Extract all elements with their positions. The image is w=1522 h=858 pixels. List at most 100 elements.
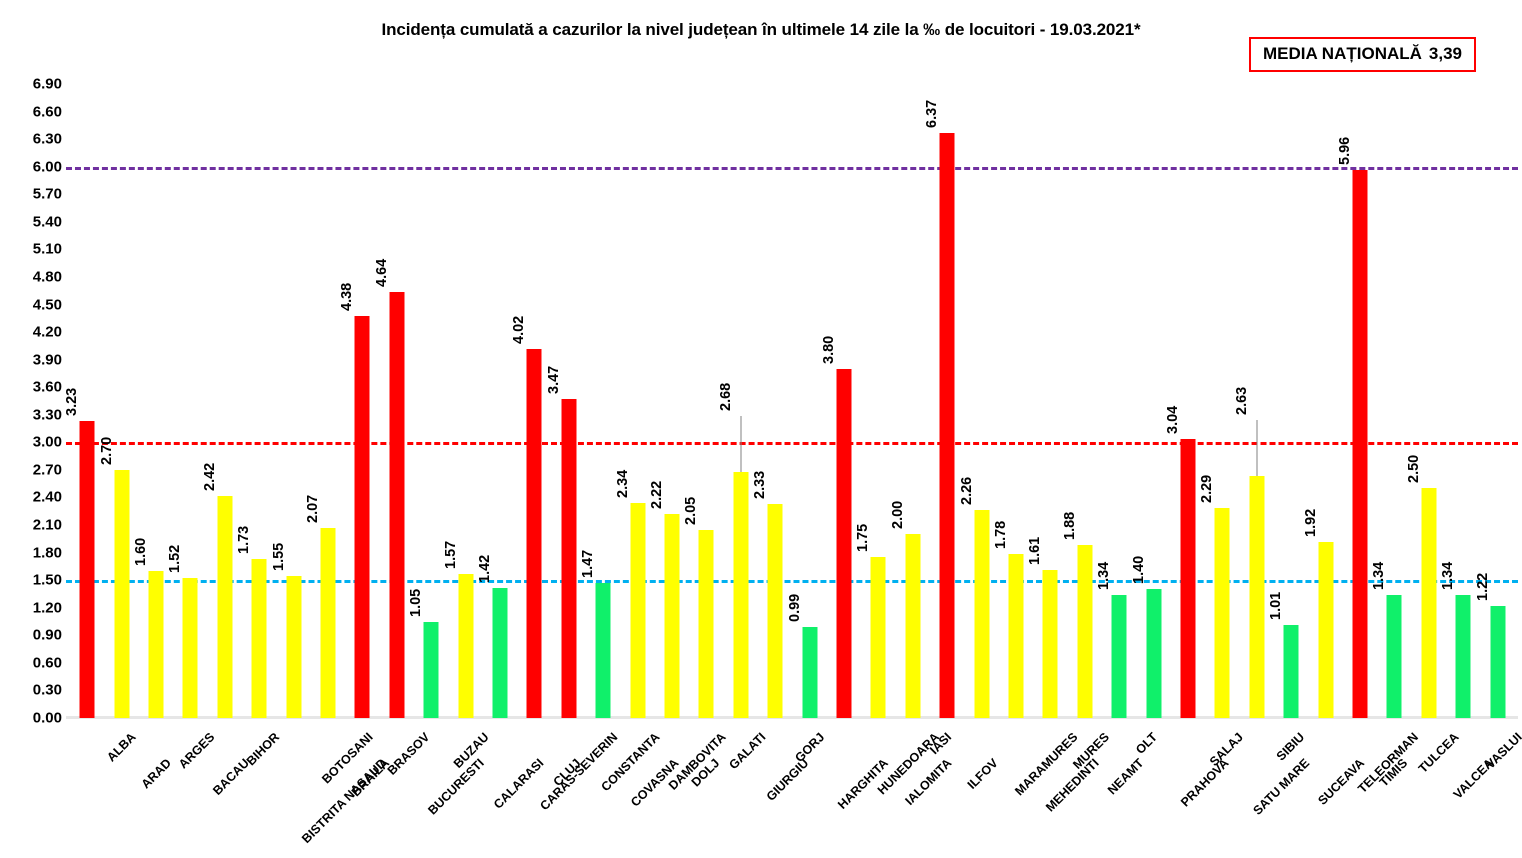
y-axis-tick: 2.70: [32, 461, 62, 479]
y-axis-tick: 5.10: [32, 240, 62, 258]
bar-slot: 1.92: [1303, 84, 1342, 718]
x-axis-label-arad: ARAD: [138, 756, 175, 792]
bar-suceava[interactable]: [1283, 625, 1299, 718]
bar-value-label: 1.34: [1440, 561, 1457, 590]
bar-hunedoara[interactable]: [836, 368, 852, 718]
value-leader-line: [740, 415, 742, 472]
bar-value-label: 6.37: [924, 99, 941, 128]
bar-harghita[interactable]: [802, 627, 818, 718]
bar-value-label: 1.75: [855, 523, 872, 553]
bar-gorj[interactable]: [767, 503, 783, 718]
bar-bacau[interactable]: [182, 578, 198, 718]
y-axis-tick: 5.40: [32, 213, 62, 231]
bar-neamt[interactable]: [1077, 545, 1093, 718]
bar-valcea[interactable]: [1421, 488, 1437, 718]
bar-satu-mare[interactable]: [1214, 507, 1230, 718]
bar-ialomita[interactable]: [870, 557, 886, 718]
y-axis-tick: 4.50: [32, 296, 62, 314]
bar-slot: 1.34: [1371, 84, 1411, 718]
bar-slot: 2.05: [683, 84, 723, 718]
bar-dambovita[interactable]: [630, 503, 646, 718]
bar-slot: 1.01: [1268, 84, 1308, 718]
x-axis-label-alba: ALBA: [104, 730, 139, 765]
bar-value-label: 4.64: [373, 258, 390, 287]
bar-value-label: 1.34: [1096, 561, 1113, 590]
bar-teleorman[interactable]: [1318, 541, 1334, 718]
page-title: Incidența cumulată a cazurilor la nivel …: [381, 20, 1141, 39]
bar-dolj[interactable]: [664, 514, 680, 718]
bar-value-label: 1.55: [270, 542, 287, 571]
plot-area: 3.23 2.70 1.60 1.52 2.42 1.73 1.55 2.07 4.38 4.64…: [64, 84, 1518, 718]
bar-value-label: 2.29: [1199, 474, 1216, 503]
bar-value-label: 1.52: [167, 545, 184, 574]
bar-slot: 2.33: [752, 84, 792, 718]
y-axis-tick: 0.90: [32, 626, 62, 644]
threshold-6-line: [66, 166, 1518, 170]
bar-covasna[interactable]: [595, 582, 611, 718]
bar-maramures[interactable]: [974, 510, 990, 718]
bar-value-label: 3.23: [64, 387, 81, 417]
bar-slot: 2.00: [890, 84, 930, 718]
bar-value-label: 2.42: [201, 462, 218, 491]
bar-slot: 2.26: [959, 84, 998, 718]
bar-slot: 1.52: [167, 84, 207, 718]
bar-olt[interactable]: [1111, 594, 1127, 718]
bar-value-label: 2.70: [98, 436, 115, 465]
bar-timis[interactable]: [1352, 170, 1368, 718]
national-average-badge: MEDIA NAȚIONALĂ 3,39: [1248, 37, 1476, 72]
bar-slot: 2.50: [1406, 84, 1446, 718]
bar-value-label: 1.47: [580, 549, 597, 578]
bar-value-label: 1.88: [1061, 512, 1078, 541]
bar-brasov[interactable]: [354, 315, 370, 718]
bar-galati[interactable]: [698, 529, 714, 718]
bar-tulcea[interactable]: [1386, 594, 1402, 718]
y-axis-tick: 1.80: [32, 544, 62, 562]
bar-value-label: 1.61: [1027, 536, 1044, 566]
bar-value-label: 2.05: [683, 496, 700, 525]
bar-mures[interactable]: [1042, 570, 1058, 718]
bar-slot: 1.22: [1475, 84, 1514, 718]
bar-arges[interactable]: [148, 571, 164, 718]
bar-constanta[interactable]: [561, 399, 577, 718]
bar-slot: 1.78: [993, 84, 1033, 718]
bar-value-label: 3.47: [545, 365, 562, 395]
bar-sibiu[interactable]: [1249, 476, 1265, 718]
bar-ilfov[interactable]: [939, 132, 955, 718]
bar-slot: 1.61: [1027, 84, 1067, 718]
x-axis-label-olt: OLT: [1133, 730, 1160, 757]
bar-calarasi[interactable]: [458, 573, 474, 718]
bar-salaj[interactable]: [1180, 438, 1196, 718]
bar-slot: 2.42: [202, 84, 242, 718]
bar-alba[interactable]: [79, 421, 95, 718]
bar-braila[interactable]: [320, 527, 336, 718]
bar-value-label: 2.00: [889, 501, 906, 530]
bar-slot: 4.02: [511, 84, 551, 718]
bar-vaslui[interactable]: [1455, 594, 1471, 718]
bar-cluj[interactable]: [526, 348, 542, 718]
bar-value-label: 2.22: [648, 480, 665, 510]
bar-value-label: 1.01: [1268, 591, 1285, 621]
bar-iasi[interactable]: [905, 534, 921, 718]
bar-value-label: 2.63: [1233, 387, 1250, 416]
x-axis-label-arges: ARGES: [175, 730, 218, 772]
y-axis: 6.90 6.60 6.30 6.00 5.70 5.40 5.10 4.80 4.50 4.20…: [0, 76, 62, 727]
bar-giurgiu[interactable]: [733, 471, 749, 718]
bar-buzau[interactable]: [423, 621, 439, 718]
bar-slot: 6.37: [924, 84, 964, 718]
bar-value-label: 1.22: [1474, 572, 1491, 601]
bar-prahova[interactable]: [1146, 589, 1162, 718]
bar-mehedinti[interactable]: [1008, 554, 1024, 718]
bar-bihor[interactable]: [217, 495, 233, 718]
bar-value-label: 2.33: [752, 470, 769, 499]
bar-caras-severin[interactable]: [492, 587, 508, 718]
bar-value-label: 1.73: [236, 525, 253, 555]
bar-botosani[interactable]: [286, 575, 302, 718]
y-axis-tick: 2.40: [32, 488, 62, 506]
bar-bucuresti[interactable]: [389, 291, 405, 718]
y-axis-tick: 6.00: [32, 158, 62, 176]
bar-bistrita-nasaud[interactable]: [251, 559, 267, 718]
bar-vrancea[interactable]: [1490, 605, 1506, 718]
y-axis-tick: 0.60: [32, 654, 62, 672]
bar-arad[interactable]: [114, 469, 130, 718]
bar-slot: 2.34: [615, 84, 654, 718]
